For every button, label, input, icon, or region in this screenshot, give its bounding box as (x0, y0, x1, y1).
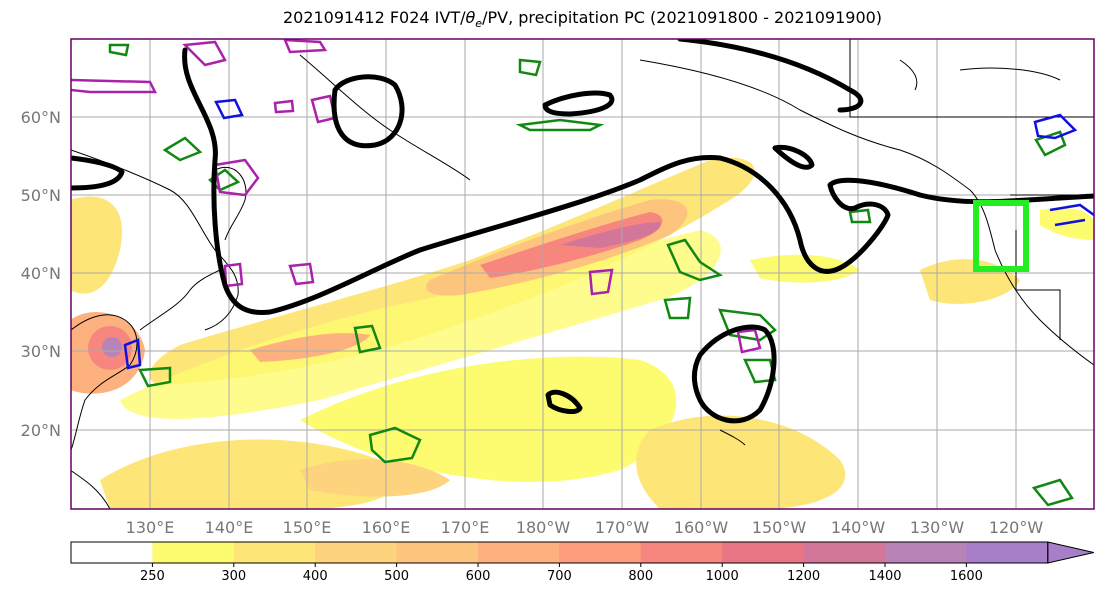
lon-tick-label: 140°E (205, 518, 254, 537)
colorbar-swatch (885, 542, 967, 563)
map-area (71, 39, 1094, 509)
colorbar-tick-label: 500 (384, 569, 409, 584)
colorbar-tick-label: 300 (221, 569, 246, 584)
colorbar-swatch (396, 542, 479, 563)
colorbar: 250 300 400 500 600 700 800 1000 1200 1400 1600 (70, 541, 1094, 584)
colorbar-tick-label: 800 (628, 569, 653, 584)
colorbar-swatch (966, 542, 1049, 563)
colorbar-swatch (233, 542, 316, 563)
figure-title: 2021091412 F024 IVT/θe/PV, precipitation… (282, 8, 883, 31)
colorbar-tick-label: 1000 (706, 569, 739, 584)
lon-tick-label: 160°E (362, 518, 411, 537)
colorbar-tick-label: 1200 (787, 569, 820, 584)
colorbar-swatch (152, 542, 235, 563)
colorbar-tick-label: 250 (140, 569, 165, 584)
colorbar-tick-label: 1600 (950, 569, 983, 584)
colorbar-swatch (640, 542, 723, 563)
colorbar-tick-label: 600 (466, 569, 491, 584)
colorbar-swatch (803, 542, 886, 563)
lon-tick-label: 150°E (283, 518, 332, 537)
lon-tick-label: 170°E (441, 518, 490, 537)
colorbar-swatch (559, 542, 642, 563)
lon-tick-label: 150°W (752, 518, 807, 537)
lon-tick-label: 170°W (595, 518, 650, 537)
coastlines (71, 39, 1094, 509)
lat-tick-label: 40°N (21, 264, 61, 283)
ivt-shading (71, 157, 1094, 509)
colorbar-tick-label: 400 (303, 569, 328, 584)
pv-contours (71, 39, 1094, 424)
latitude-axis: 60°N 50°N 40°N 30°N 20°N (21, 108, 61, 440)
colorbar-tick-label: 1400 (868, 569, 901, 584)
lon-tick-label: 160°W (674, 518, 729, 537)
colorbar-swatch (71, 542, 153, 563)
map-frame (70, 38, 1095, 510)
lon-tick-label: 180°W (516, 518, 571, 537)
lon-tick-label: 130°W (910, 518, 965, 537)
colorbar-tick-label: 700 (547, 569, 572, 584)
lon-tick-label: 130°E (126, 518, 175, 537)
longitude-axis: 130°E 140°E 150°E 160°E 170°E 180°W 170°… (126, 518, 1044, 537)
lat-tick-label: 20°N (21, 421, 61, 440)
lon-tick-label: 140°W (831, 518, 886, 537)
colorbar-swatch (478, 542, 560, 563)
lat-tick-label: 50°N (21, 186, 61, 205)
colorbar-swatch (315, 542, 398, 563)
lat-tick-label: 60°N (21, 108, 61, 127)
colorbar-extend-arrow (1047, 541, 1094, 564)
target-region-box (973, 200, 1029, 272)
colorbar-swatch (722, 542, 805, 563)
lon-tick-label: 120°W (989, 518, 1044, 537)
lat-tick-label: 30°N (21, 342, 61, 361)
